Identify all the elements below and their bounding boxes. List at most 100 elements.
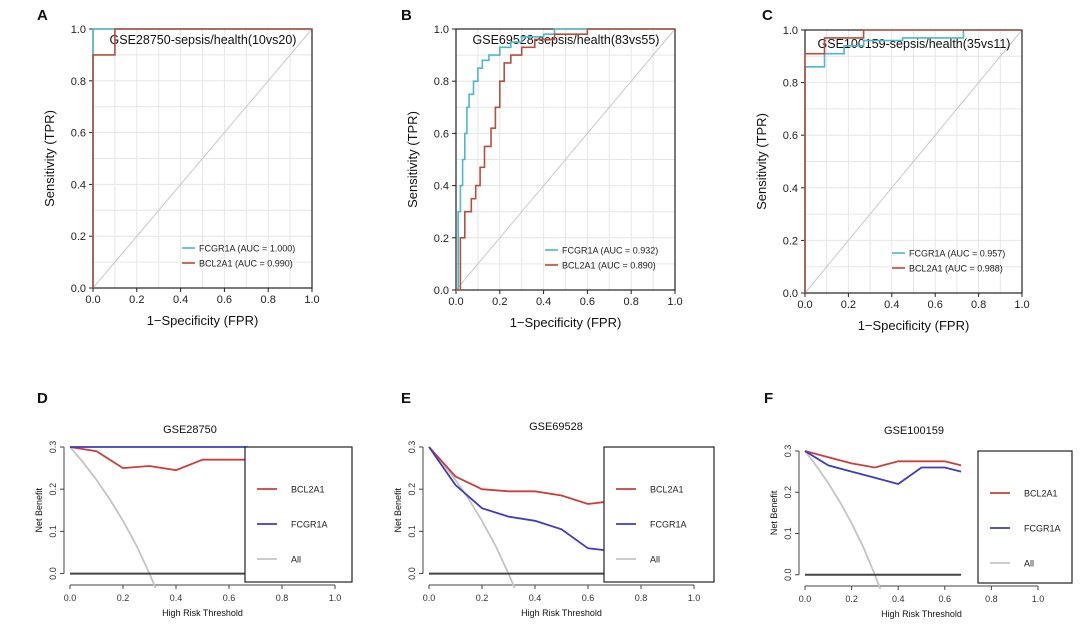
roc-curve-bcl2a1: [456, 28, 675, 291]
x-tick-label: 0.6: [582, 593, 595, 603]
x-tick-label: 0.0: [797, 299, 812, 311]
x-tick-label: 0.4: [892, 594, 905, 604]
y-tick-label: 0.6: [71, 128, 86, 140]
legend-entry: BCL2A1: [650, 485, 684, 495]
x-tick-label: 1.0: [667, 296, 682, 308]
y-tick-label: 0.8: [783, 78, 798, 90]
y-tick-label: 0.2: [783, 486, 793, 499]
y-axis-label: Net Benefit: [393, 488, 403, 533]
legend-entry: FCGR1A: [291, 520, 328, 530]
roc-curve-bcl2a1: [92, 28, 312, 288]
panel-e: E 0.0 0.2 0.4 0.6 0.8 1.0 0.0 0.1 0.2 0.3 GSE69528 H…: [393, 390, 715, 618]
x-tick-label: 0.0: [85, 294, 100, 306]
y-tick-label: 0.0: [71, 283, 86, 295]
x-tick-label: 0.6: [939, 594, 952, 604]
y-tick-label: 0.0: [48, 567, 58, 580]
y-tick-label: 0.8: [71, 76, 86, 88]
legend-box: [977, 450, 1073, 584]
x-tick-label: 0.2: [117, 593, 130, 603]
dca-curve-bcl2a1: [69, 446, 248, 472]
y-tick-label: 0.6: [783, 130, 798, 142]
y-tick-label: 0.2: [48, 483, 58, 496]
panel-a: A 0.0 0.2 0.4 0.6 0.8 1.0 0.0 0.2 0.4 0.6 0.8 1.0 GSE…: [37, 7, 320, 328]
y-tick-label: 0.1: [407, 525, 417, 538]
x-tick-label: 0.6: [217, 294, 232, 306]
y-tick-label: 0.3: [783, 445, 793, 458]
x-axis-label: High Risk Threshold: [521, 608, 602, 618]
legend-entry: All: [1024, 559, 1034, 569]
panel-label: F: [764, 390, 773, 407]
x-axis-label: 1−Specificity (FPR): [510, 315, 622, 330]
y-tick-label: 1.0: [71, 24, 86, 36]
dca-curve-all: [69, 446, 157, 588]
panel-d: D 0.0 0.2 0.4 0.6 0.8 1.0 0.0 0.1 0.2 0.3 GSE28750 H…: [34, 390, 353, 618]
y-axis-label: Sensitivity (TPR): [754, 113, 769, 210]
x-tick-label: 1.0: [688, 593, 701, 603]
x-tick-label: 0.0: [799, 594, 812, 604]
y-tick-label: 0.4: [434, 181, 449, 193]
dca-curve-fcgr1a: [428, 446, 607, 552]
reference-diagonal: [455, 28, 676, 291]
y-axis-label: Sensitivity (TPR): [405, 111, 420, 208]
y-tick-label: 0.2: [71, 231, 86, 243]
chart-title: GSE100159-sepsis/health(35vs11): [818, 37, 1011, 51]
x-tick-label: 0.8: [276, 593, 289, 603]
x-axis-label: High Risk Threshold: [162, 608, 243, 618]
x-tick-label: 0.8: [261, 294, 276, 306]
y-axis-label: Sensitivity (TPR): [42, 110, 57, 207]
y-tick-label: 0.1: [48, 525, 58, 538]
y-tick-label: 0.3: [48, 441, 58, 454]
legend-entry: BCL2A1: [1024, 489, 1058, 499]
x-tick-label: 0.0: [448, 296, 463, 308]
chart-title: GSE69528: [529, 421, 583, 433]
panel-label: D: [37, 390, 48, 407]
x-tick-label: 0.6: [580, 296, 595, 308]
legend-entry: All: [291, 555, 301, 565]
y-tick-label: 0.4: [783, 183, 798, 195]
x-tick-label: 1.0: [1014, 299, 1029, 311]
y-tick-label: 0.2: [434, 233, 449, 245]
reference-diagonal: [92, 28, 313, 289]
x-tick-label: 0.8: [635, 593, 648, 603]
x-tick-label: 0.4: [529, 593, 542, 603]
legend-entry: FCGR1A: [1024, 524, 1061, 534]
y-tick-label: 0.0: [783, 288, 798, 300]
x-tick-label: 0.0: [423, 593, 436, 603]
y-tick-label: 0.2: [783, 235, 798, 247]
chart-title: GSE69528-sepsis/health(83vs55): [473, 33, 660, 47]
y-tick-label: 0.2: [407, 483, 417, 496]
x-tick-label: 0.4: [536, 296, 551, 308]
x-axis-label: 1−Specificity (FPR): [858, 318, 970, 333]
x-tick-label: 0.4: [173, 294, 188, 306]
y-tick-label: 0.1: [783, 527, 793, 540]
roc-curve-fcgr1a: [456, 28, 675, 291]
dca-curve-all: [428, 446, 516, 588]
y-tick-label: 1.0: [783, 25, 798, 37]
legend-entry: FCGR1A (AUC = 0.957): [909, 249, 1005, 259]
x-tick-label: 0.2: [129, 294, 144, 306]
panel-f: F 0.0 0.2 0.4 0.6 0.8 1.0 0.0 0.1 0.2 0.3 GSE100159…: [764, 390, 1073, 619]
panel-label: E: [401, 390, 411, 407]
x-tick-label: 1.0: [1032, 594, 1045, 604]
legend-entry: FCGR1A (AUC = 1.000): [199, 244, 295, 254]
y-axis-label: Net Benefit: [769, 490, 779, 535]
x-tick-label: 0.2: [476, 593, 489, 603]
dca-curve-bcl2a1: [804, 450, 962, 469]
x-tick-label: 1.0: [304, 294, 319, 306]
legend-entry: FCGR1A: [650, 520, 687, 530]
y-tick-label: 0.4: [71, 179, 86, 191]
dca-curve-fcgr1a: [804, 450, 962, 485]
y-tick-label: 0.6: [434, 128, 449, 140]
chart-title: GSE28750-sepsis/health(10vs20): [110, 33, 297, 47]
x-tick-label: 0.6: [223, 593, 236, 603]
roc-curve-bcl2a1: [804, 29, 1022, 293]
legend-entry: All: [650, 555, 660, 565]
x-tick-label: 0.2: [841, 299, 856, 311]
legend-entry: BCL2A1 (AUC = 0.890): [562, 261, 656, 271]
dca-curve-bcl2a1: [428, 446, 607, 505]
x-tick-label: 0.8: [971, 299, 986, 311]
panel-label: C: [762, 7, 773, 24]
legend-entry: BCL2A1 (AUC = 0.990): [199, 259, 293, 269]
dca-curve-all: [804, 450, 882, 589]
